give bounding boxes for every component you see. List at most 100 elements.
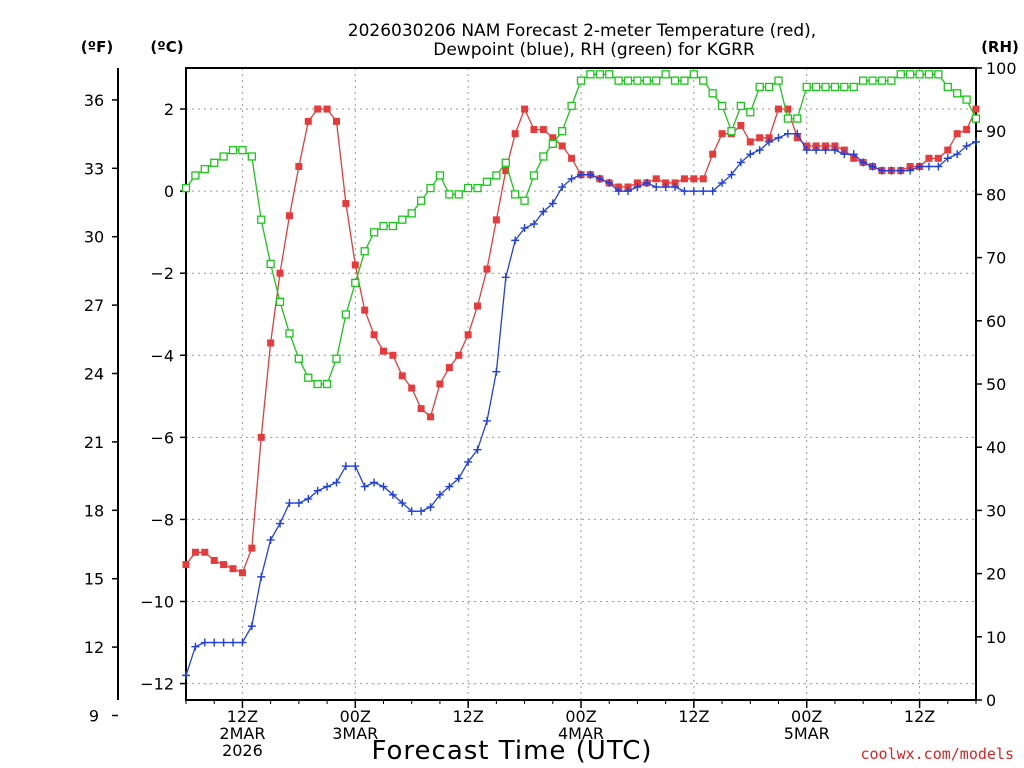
data-point bbox=[906, 166, 915, 175]
data-point bbox=[464, 457, 473, 466]
data-point bbox=[389, 351, 397, 359]
fahrenheit-tick-label: 24 bbox=[84, 365, 104, 384]
data-point bbox=[492, 367, 501, 376]
data-point bbox=[699, 187, 708, 196]
data-point bbox=[322, 379, 332, 389]
data-point bbox=[238, 146, 247, 155]
data-point bbox=[896, 70, 905, 79]
data-point bbox=[774, 76, 783, 85]
data-point bbox=[361, 306, 369, 314]
data-point bbox=[201, 548, 209, 556]
data-point bbox=[351, 278, 360, 288]
data-point bbox=[849, 150, 858, 159]
data-point bbox=[219, 152, 228, 161]
data-point bbox=[605, 178, 614, 187]
data-point bbox=[775, 105, 782, 113]
data-point bbox=[276, 519, 285, 528]
data-point bbox=[793, 114, 802, 123]
data-point bbox=[191, 642, 200, 651]
data-point bbox=[624, 183, 632, 191]
data-point bbox=[360, 247, 369, 256]
data-point bbox=[257, 433, 265, 441]
data-point bbox=[915, 70, 924, 79]
data-point bbox=[756, 134, 764, 142]
data-point bbox=[802, 146, 811, 155]
data-point bbox=[398, 372, 406, 380]
data-point bbox=[521, 105, 529, 113]
rh-tick-label: 90 bbox=[986, 122, 1006, 141]
data-point bbox=[633, 179, 641, 187]
data-point bbox=[210, 158, 219, 167]
rh-tick-label: 50 bbox=[986, 375, 1006, 394]
data-point bbox=[972, 137, 980, 146]
rh-tick-label: 70 bbox=[986, 249, 1006, 268]
data-point bbox=[709, 150, 717, 158]
fahrenheit-unit-label: (ºF) bbox=[81, 38, 113, 56]
data-point bbox=[295, 162, 303, 170]
data-point bbox=[548, 139, 557, 148]
data-point bbox=[558, 142, 566, 150]
data-point bbox=[370, 331, 378, 339]
x-tick-label: 2026 bbox=[222, 741, 263, 760]
data-point bbox=[304, 373, 313, 382]
data-point bbox=[435, 171, 445, 180]
data-point bbox=[304, 117, 312, 125]
celsius-tick-label: −12 bbox=[140, 675, 174, 694]
data-point bbox=[661, 183, 670, 192]
data-point bbox=[765, 137, 774, 146]
data-point bbox=[642, 76, 651, 85]
data-point bbox=[558, 127, 567, 136]
fahrenheit-tick-label: 12 bbox=[84, 638, 104, 657]
data-point bbox=[210, 556, 218, 564]
data-point bbox=[323, 105, 331, 113]
data-point bbox=[746, 138, 754, 146]
data-point bbox=[943, 154, 952, 163]
data-point bbox=[285, 212, 293, 220]
rh-tick-label: 10 bbox=[986, 628, 1006, 647]
data-point bbox=[934, 162, 943, 171]
x-tick-label: 2MAR bbox=[219, 724, 265, 743]
data-point bbox=[501, 273, 510, 282]
data-point bbox=[840, 146, 848, 154]
rh-tick-label: 20 bbox=[986, 565, 1006, 584]
data-point bbox=[200, 638, 209, 647]
data-point bbox=[727, 127, 736, 136]
data-point bbox=[463, 183, 473, 193]
data-point bbox=[294, 354, 304, 363]
data-point bbox=[858, 76, 868, 85]
data-point bbox=[821, 82, 830, 92]
data-point bbox=[633, 76, 642, 85]
data-point bbox=[755, 82, 764, 92]
data-point bbox=[191, 171, 200, 180]
data-point bbox=[313, 379, 322, 389]
data-point bbox=[341, 310, 351, 319]
data-point bbox=[670, 76, 680, 85]
data-point bbox=[539, 152, 548, 161]
data-point bbox=[247, 622, 256, 631]
data-point bbox=[229, 565, 237, 573]
celsius-tick-label: −8 bbox=[150, 510, 174, 529]
data-point bbox=[511, 190, 520, 199]
data-point bbox=[511, 236, 520, 245]
data-point bbox=[285, 329, 294, 338]
data-point bbox=[718, 130, 726, 138]
data-point bbox=[868, 76, 877, 85]
data-point bbox=[285, 499, 294, 508]
data-point bbox=[774, 133, 783, 142]
data-point bbox=[615, 183, 623, 191]
data-series bbox=[181, 70, 981, 680]
data-point bbox=[266, 535, 275, 544]
data-point bbox=[417, 507, 426, 516]
data-point bbox=[408, 384, 416, 392]
data-point bbox=[924, 70, 934, 79]
x-tick-label: 5MAR bbox=[784, 724, 830, 743]
data-point bbox=[746, 108, 755, 117]
rh-tick-label: 60 bbox=[986, 312, 1006, 331]
data-point bbox=[680, 76, 689, 85]
chart-title-line-1: 2026030206 NAM Forecast 2-meter Temperat… bbox=[348, 21, 816, 41]
data-point bbox=[690, 175, 698, 183]
rh-tick-label: 0 bbox=[986, 691, 996, 710]
data-point bbox=[567, 101, 576, 111]
data-point bbox=[953, 150, 962, 159]
data-point bbox=[689, 187, 698, 196]
